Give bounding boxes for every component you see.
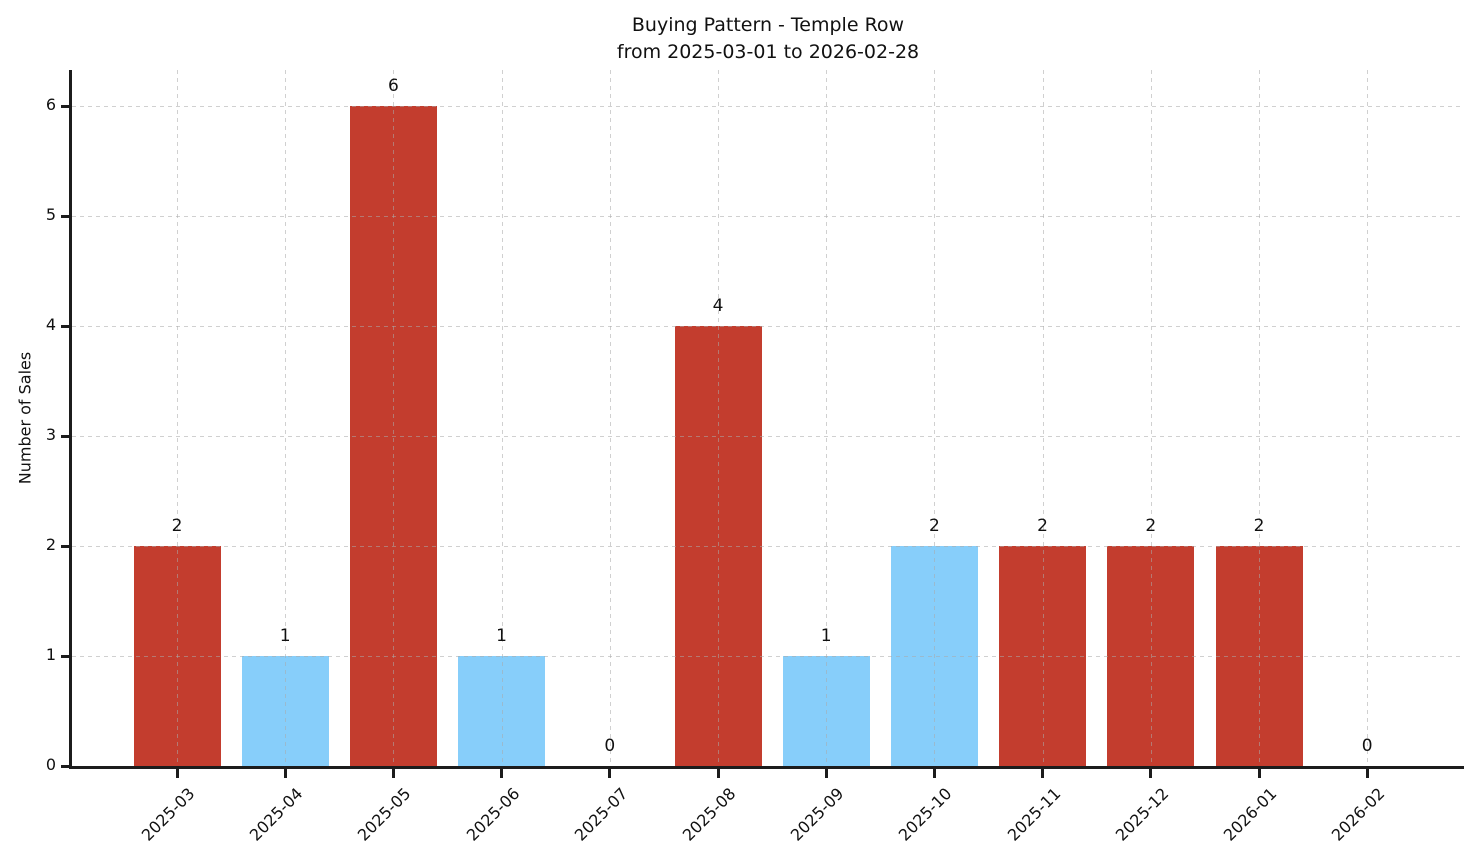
y-tick-label-0: 0 [45, 755, 56, 774]
x-tick-2025-06 [500, 769, 504, 778]
gridline-x-2025-06 [501, 70, 503, 766]
gridline-x-2025-09 [826, 70, 828, 766]
x-tick-2025-10 [932, 769, 936, 778]
x-tick-label-2025-08: 2025-08 [678, 784, 740, 845]
bar-value-label-2025-06: 1 [496, 626, 507, 647]
gridline-x-2025-10 [934, 70, 936, 766]
bar-value-label-2026-01: 2 [1253, 516, 1265, 537]
x-tick-2025-09 [824, 769, 828, 778]
x-tick-2026-02 [1365, 769, 1369, 778]
gridline-x-2026-01 [1259, 70, 1260, 766]
y-tick-label-3: 3 [45, 425, 56, 445]
y-tick-3 [61, 435, 69, 439]
gridline-x-2025-05 [393, 70, 395, 766]
gridline-x-2025-12 [1150, 70, 1152, 766]
y-tick-4 [61, 325, 69, 329]
gridline-y-3 [72, 436, 1464, 438]
bar-value-label-2025-10: 2 [928, 516, 940, 537]
x-tick-label-2025-10: 2025-10 [895, 784, 956, 845]
x-tick-label-2025-07: 2025-07 [570, 784, 632, 845]
x-tick-2025-04 [283, 769, 287, 778]
bar-value-label-2025-07: 0 [604, 736, 616, 756]
y-tick-label-2: 2 [45, 535, 56, 555]
gridline-y-5 [72, 216, 1464, 218]
chart-title: Buying Pattern - Temple Row from 2025-03… [72, 12, 1464, 66]
x-tick-label-2026-02: 2026-02 [1327, 784, 1389, 845]
bar-value-label-2026-02: 0 [1361, 736, 1373, 756]
y-tick-label-5: 5 [45, 205, 56, 225]
x-tick-2026-01 [1257, 769, 1261, 778]
bar-value-label-2025-08: 4 [712, 296, 724, 317]
bar-value-label-2025-11: 2 [1037, 516, 1048, 537]
gridline-y-2 [72, 546, 1464, 548]
gridline-x-2025-08 [718, 70, 719, 766]
x-tick-label-2025-03: 2025-03 [137, 784, 199, 845]
gridline-y-1 [72, 656, 1464, 658]
y-tick-2 [61, 545, 69, 549]
bar-value-label-2025-12: 2 [1145, 516, 1157, 537]
y-axis-spine [69, 70, 72, 769]
x-tick-2025-05 [391, 769, 395, 778]
y-tick-label-1: 1 [45, 645, 56, 665]
x-tick-label-2025-11: 2025-11 [1003, 784, 1065, 845]
chart-title-line2: from 2025-03-01 to 2026-02-28 [616, 41, 920, 63]
y-tick-1 [61, 655, 69, 659]
x-tick-2025-08 [716, 769, 720, 778]
y-tick-0 [61, 765, 69, 768]
y-axis-label: Number of Sales [15, 351, 35, 485]
x-tick-2025-07 [608, 769, 612, 778]
gridline-y-4 [72, 326, 1464, 328]
x-tick-2025-03 [175, 769, 179, 778]
gridline-x-2026-02 [1367, 70, 1369, 766]
gridline-y-6 [72, 106, 1464, 108]
bar-value-label-2025-09: 1 [820, 626, 832, 647]
x-tick-label-2025-06: 2025-06 [462, 784, 524, 845]
gridline-x-2025-04 [285, 70, 287, 766]
chart-title-line1: Buying Pattern - Temple Row [631, 14, 905, 36]
gridline-x-2025-11 [1042, 70, 1044, 766]
x-tick-label-2025-04: 2025-04 [245, 784, 307, 845]
x-tick-2025-12 [1149, 769, 1153, 778]
x-tick-2025-11 [1041, 769, 1045, 778]
x-tick-label-2025-05: 2025-05 [354, 784, 415, 845]
y-tick-6 [61, 105, 69, 109]
bar-value-label-2025-05: 6 [387, 76, 399, 97]
bar-value-label-2025-04: 1 [279, 626, 291, 647]
gridline-x-2025-07 [609, 70, 611, 766]
y-tick-5 [61, 215, 69, 219]
x-tick-label-2025-09: 2025-09 [786, 784, 848, 845]
x-tick-label-2026-01: 2026-01 [1219, 784, 1281, 845]
y-tick-label-6: 6 [45, 95, 56, 115]
x-axis-spine [69, 766, 1464, 769]
bar-value-label-2025-03: 2 [171, 516, 183, 537]
x-tick-label-2025-12: 2025-12 [1111, 784, 1173, 845]
y-tick-label-4: 4 [45, 315, 56, 335]
gridline-x-2025-03 [177, 70, 178, 766]
